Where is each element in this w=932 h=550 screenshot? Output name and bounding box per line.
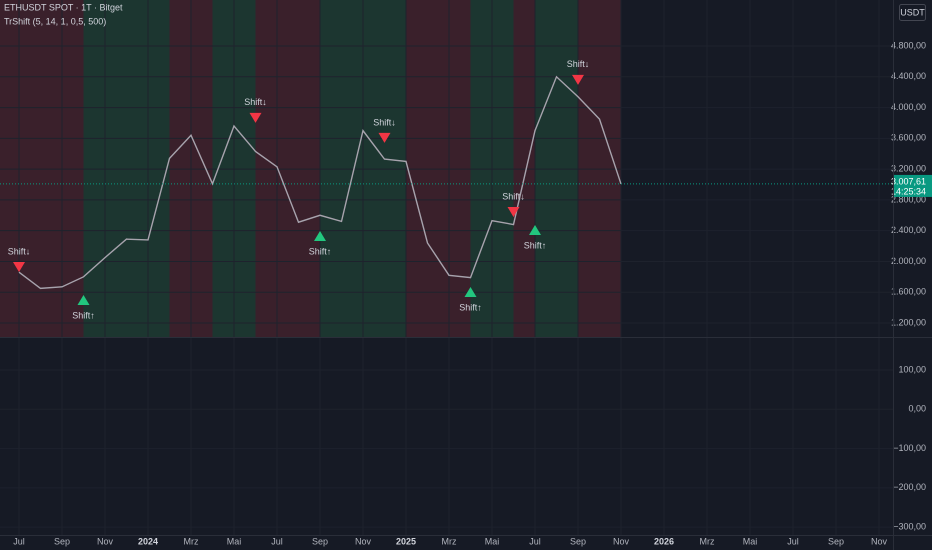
y-tick-label: 3.600,00 [891, 133, 926, 143]
signal-label: Shift↓ [8, 246, 31, 256]
signal-marker [378, 132, 391, 143]
x-tick-label: Jul [529, 536, 541, 546]
signal-marker [77, 294, 90, 305]
countdown-label: 14:25:34 [891, 186, 926, 196]
currency-label[interactable]: USDT [900, 7, 925, 17]
signal-label: Shift↓ [502, 191, 525, 201]
x-tick-label: Mrz [442, 536, 457, 546]
signal-label: Shift↑ [72, 310, 95, 320]
regime-band [255, 0, 320, 337]
y-tick-label: 2.400,00 [891, 225, 926, 235]
y-tick-label: 100,00 [898, 364, 926, 374]
x-tick-label: Jul [13, 536, 25, 546]
signal-label: Shift↓ [244, 97, 267, 107]
x-tick-label: 2026 [654, 536, 674, 546]
plot: Shift↓ Shift↑ Shift↓ Shift↑ Shift↓ Shift↑ Shif… [0, 59, 893, 320]
y-tick-label: 4.000,00 [891, 102, 926, 112]
regime-band [0, 0, 84, 337]
grid [0, 0, 893, 535]
indicator-title: TrShift (5, 14, 1, 0,5, 500) [4, 16, 106, 26]
signal-marker [507, 206, 520, 217]
y-tick-label: 4.800,00 [891, 40, 926, 50]
signal-label: Shift↑ [459, 302, 482, 312]
x-tick-label: Mrz [184, 536, 199, 546]
signal-marker [13, 261, 25, 272]
y-tick-label: 3.200,00 [891, 163, 926, 173]
last-price-tag [894, 174, 932, 197]
signal-marker [529, 224, 541, 235]
signal-label: Shift↑ [309, 246, 332, 256]
currency-button[interactable] [899, 4, 926, 21]
x-tick-label: Sep [570, 536, 586, 546]
x-tick-label: Mai [485, 536, 500, 546]
x-tick-label: 2024 [138, 536, 158, 546]
regime-band [406, 0, 471, 337]
y-tick-label: 4.400,00 [891, 71, 926, 81]
signal-label: Shift↑ [524, 240, 547, 250]
y-tick-label: −200,00 [893, 482, 926, 492]
signal-marker [572, 74, 584, 85]
y-tick-label: 2.000,00 [891, 256, 926, 266]
y-tick-label: −100,00 [893, 443, 926, 453]
x-tick-label: Nov [871, 536, 888, 546]
symbol-title: ETHUSDT SPOT · 1T · Bitget [4, 2, 123, 12]
labels: Jul Sep Nov 2024 Mrz Mai Jul Sep Nov 2025 Mrz Mai Ju… [13, 40, 932, 546]
last-price-label: 3.007,61 [891, 176, 926, 186]
y-tick-label: 1.200,00 [891, 317, 926, 327]
x-tick-label: Nov [613, 536, 630, 546]
y-tick-label: 2.800,00 [891, 194, 926, 204]
x-tick-label: Jul [787, 536, 799, 546]
y-tick-label: 1.600,00 [891, 287, 926, 297]
signal-marker [464, 286, 477, 297]
x-tick-label: Mai [743, 536, 758, 546]
background-bands [0, 0, 621, 337]
x-tick-label: Sep [828, 536, 844, 546]
x-tick-label: Mrz [700, 536, 715, 546]
price-line [18, 75, 622, 290]
signal-marker [314, 230, 326, 241]
x-tick-label: Sep [54, 536, 70, 546]
regime-band [578, 0, 621, 337]
x-tick-label: Nov [355, 536, 372, 546]
regime-band [513, 0, 535, 337]
x-tick-label: Jul [271, 536, 283, 546]
regime-band [535, 0, 578, 337]
regime-band [83, 0, 170, 337]
x-tick-label: 2025 [396, 536, 416, 546]
y-tick-label: −300,00 [893, 522, 926, 532]
x-tick-label: Nov [97, 536, 114, 546]
x-tick-label: Sep [312, 536, 328, 546]
signal-label: Shift↓ [567, 59, 590, 69]
x-tick-label: Mai [227, 536, 242, 546]
y-tick-label: 0,00 [908, 404, 926, 414]
signal-label: Shift↓ [373, 117, 396, 127]
signal-marker [249, 112, 262, 123]
